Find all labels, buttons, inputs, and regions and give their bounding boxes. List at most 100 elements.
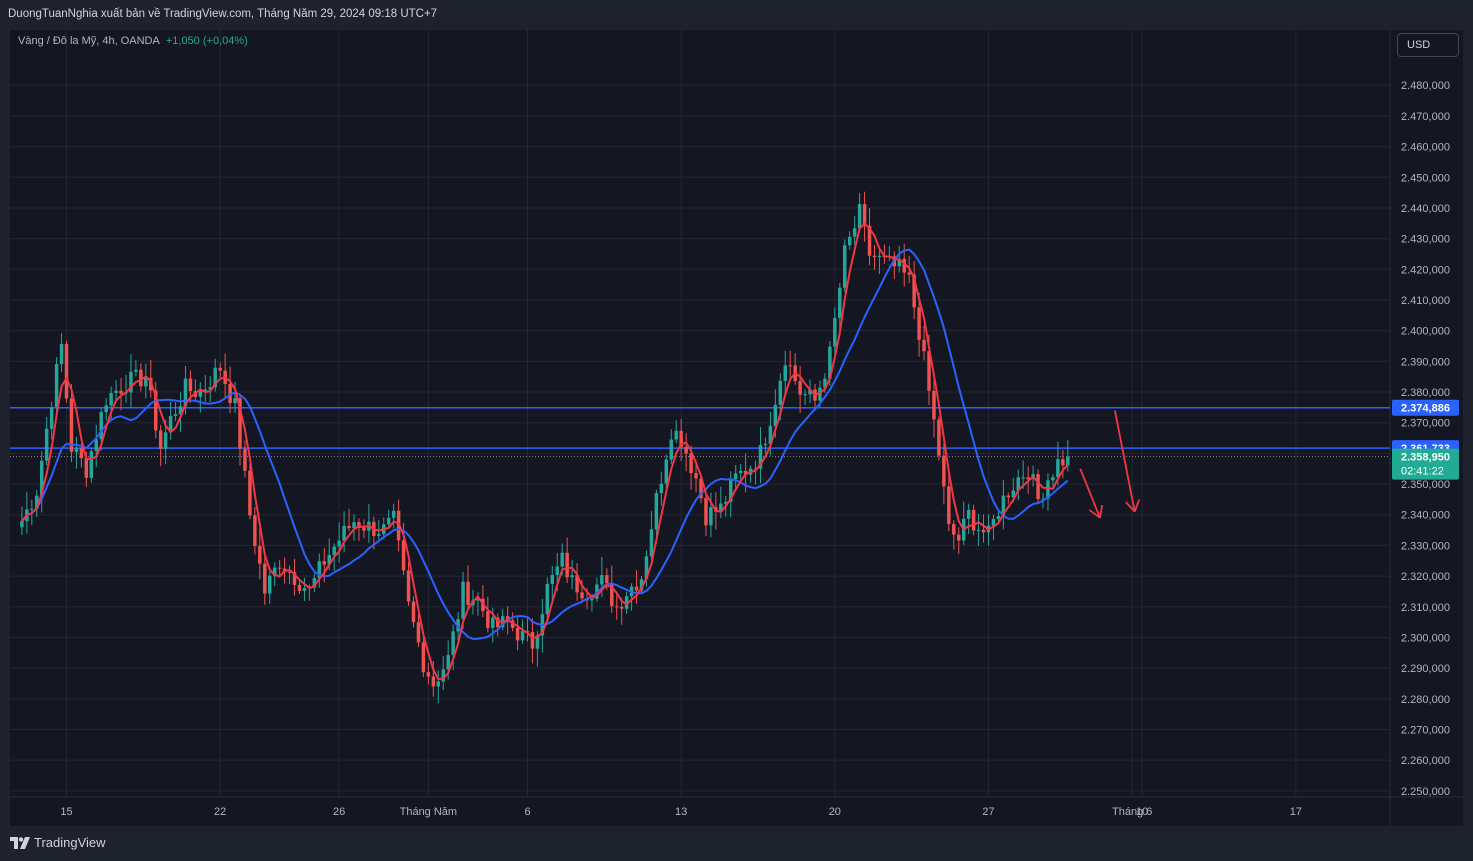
current-price-label: 2.358,950: [1401, 452, 1450, 464]
candle-body: [654, 493, 659, 530]
candle-body: [446, 654, 450, 670]
y-tick-label: 2.470,000: [1401, 111, 1450, 123]
candle-body: [173, 414, 178, 416]
candle-body: [624, 596, 629, 609]
y-tick-label: 2.330,000: [1401, 540, 1450, 552]
candle-body: [218, 367, 222, 371]
candle-body: [1056, 459, 1060, 478]
candle-body: [947, 486, 951, 525]
candle-body: [649, 529, 654, 557]
candle-body: [292, 572, 297, 585]
currency-button[interactable]: USD: [1397, 33, 1459, 57]
candle-body: [897, 258, 902, 267]
candle-body: [476, 598, 480, 601]
down-arrow: [1079, 468, 1101, 519]
candle-body: [505, 616, 510, 621]
candle-body: [327, 554, 331, 565]
candle-body: [1001, 495, 1006, 517]
candle-body: [525, 631, 530, 633]
y-tick-label: 2.350,000: [1401, 479, 1450, 491]
chart-area[interactable]: [10, 30, 1463, 826]
candle-body: [233, 398, 237, 404]
candle-body: [768, 425, 773, 444]
candle-body: [183, 378, 188, 407]
candle-body: [312, 578, 317, 588]
candle-body: [129, 371, 133, 393]
candle-body: [981, 529, 986, 533]
candle-body: [847, 236, 852, 246]
candle-body: [550, 574, 555, 584]
candle-body: [456, 618, 460, 632]
candle-body: [952, 524, 956, 535]
brand-label: TradingView: [34, 835, 106, 850]
candle-body: [213, 367, 217, 388]
candle-body: [912, 274, 916, 308]
candle-body: [119, 390, 123, 394]
y-tick-label: 2.480,000: [1401, 80, 1450, 92]
candle-body: [139, 369, 143, 387]
y-tick-label: 2.320,000: [1401, 571, 1450, 583]
attribution-bar: DuongTuanNghia xuất bản về TradingView.c…: [0, 0, 1473, 30]
candle-body: [1026, 477, 1030, 479]
candle-body: [332, 546, 336, 555]
candle-body: [932, 390, 936, 420]
candle-body: [272, 567, 277, 576]
symbol-legend[interactable]: Vàng / Đô la Mỹ, 4h, OANDA +1,050 (+0,04%…: [18, 35, 248, 47]
candle-body: [84, 458, 89, 478]
candle-body: [862, 204, 867, 226]
y-tick-label: 2.430,000: [1401, 234, 1450, 246]
price-axis: 2.250,000 2.260,000 2.270,000 2.280,000 2.29…: [1401, 80, 1450, 798]
candle-body: [208, 387, 212, 390]
candle-body: [466, 581, 470, 606]
candle-body: [277, 567, 282, 569]
candle-body: [966, 509, 971, 519]
candle-body: [614, 606, 619, 608]
candle-body: [580, 592, 584, 599]
current-price-tag: [1392, 448, 1459, 480]
candle-body: [808, 389, 812, 395]
candle-body: [228, 383, 232, 404]
candle-body: [352, 522, 356, 529]
y-tick-label: 2.460,000: [1401, 142, 1450, 154]
candle-body: [89, 451, 94, 478]
x-tick-label: 10: [1136, 806, 1148, 818]
tradingview-logo[interactable]: TradingView: [10, 835, 106, 850]
candle-body: [94, 439, 98, 452]
candle-body: [426, 672, 431, 677]
x-tick-label: 6: [524, 806, 530, 818]
candle-body: [724, 501, 728, 504]
candle-body: [322, 561, 327, 565]
candle-body: [431, 676, 436, 687]
candle-body: [1011, 490, 1016, 498]
y-tick-label: 2.440,000: [1401, 203, 1450, 215]
candle-body: [555, 566, 559, 575]
candle-body: [158, 430, 163, 449]
candle-body: [937, 419, 941, 456]
candle-body: [922, 339, 926, 352]
candle-body: [644, 556, 649, 580]
moving-averages: [21, 222, 1069, 681]
candle-body: [971, 509, 976, 531]
candle-body: [823, 378, 827, 388]
candle-body: [639, 579, 644, 591]
down-arrow-head: [1133, 499, 1141, 512]
candle-body: [416, 622, 421, 643]
candle-body: [833, 317, 837, 347]
candle-body: [1036, 474, 1040, 500]
candle-body: [743, 470, 748, 475]
attribution-text: DuongTuanNghia xuất bản về TradingView.c…: [8, 8, 438, 20]
candle-body: [719, 503, 723, 512]
x-tick-label: 13: [675, 806, 687, 818]
candle-body: [377, 533, 381, 536]
y-tick-label: 2.300,000: [1401, 632, 1450, 644]
candle-body: [30, 508, 34, 510]
candle-body: [451, 631, 455, 655]
candle-body: [520, 631, 525, 641]
candle-body: [401, 540, 406, 571]
candle-body: [515, 627, 520, 641]
candle-body: [461, 581, 465, 619]
candle-body: [595, 584, 599, 599]
candle-body: [634, 586, 639, 591]
y-tick-label: 2.380,000: [1401, 387, 1450, 399]
